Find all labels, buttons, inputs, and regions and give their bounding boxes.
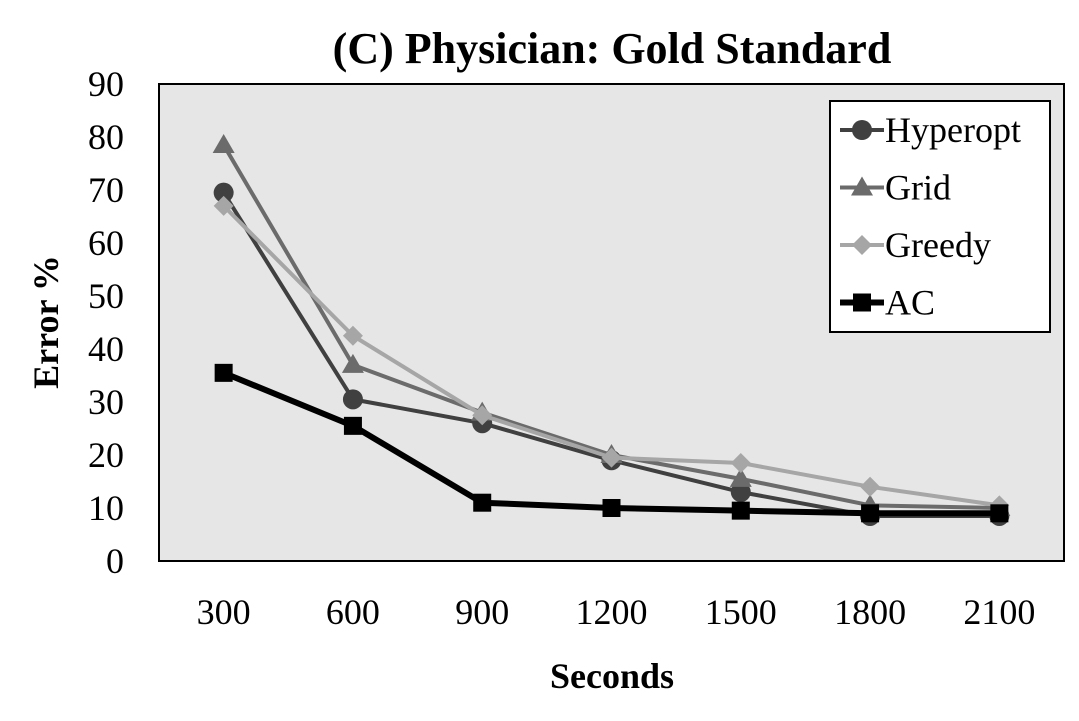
y-tick-label: 30 (88, 382, 124, 422)
x-axis-label: Seconds (550, 656, 674, 696)
x-tick-label: 600 (326, 592, 380, 632)
x-axis: 300 600 900 1200 1500 1800 2100 (197, 592, 1036, 632)
y-tick-label: 90 (88, 64, 124, 104)
data-point (214, 363, 233, 382)
y-tick-label: 50 (88, 276, 124, 316)
data-point (860, 476, 881, 497)
legend-marker (851, 176, 873, 196)
legend-marker (852, 120, 872, 140)
data-point (341, 353, 364, 373)
y-tick-label: 0 (106, 541, 124, 581)
y-tick-label: 20 (88, 435, 124, 475)
legend-marker (853, 293, 871, 312)
legend-label: Hyperopt (885, 110, 1021, 150)
legend-item: Hyperopt (840, 110, 1021, 150)
legend-label: AC (885, 283, 935, 323)
data-point (473, 493, 492, 512)
y-axis: 0 10 20 30 40 50 60 70 80 90 (88, 64, 124, 581)
data-point (990, 504, 1009, 523)
legend-item: Greedy (840, 225, 991, 265)
legend-label: Greedy (885, 225, 991, 265)
x-tick-label: 2100 (963, 592, 1035, 632)
legend-item: Grid (840, 168, 951, 208)
data-point (343, 416, 362, 435)
series-ac (214, 363, 1009, 523)
data-point (342, 389, 363, 410)
x-tick-label: 1500 (705, 592, 777, 632)
y-tick-label: 60 (88, 223, 124, 263)
y-tick-label: 10 (88, 488, 124, 528)
legend: Hyperopt Grid Greedy AC (829, 100, 1051, 333)
x-tick-label: 300 (197, 592, 251, 632)
data-point (730, 482, 751, 503)
legend-marker (852, 235, 872, 255)
data-point (729, 467, 752, 487)
y-tick-label: 80 (88, 117, 124, 157)
series-layer (212, 133, 1011, 526)
legend-label: Grid (885, 168, 951, 208)
data-point (212, 133, 235, 153)
data-point (342, 325, 363, 346)
y-tick-label: 70 (88, 170, 124, 210)
data-point (730, 452, 751, 473)
data-point (213, 195, 234, 216)
chart-title: (C) Physician: Gold Standard (333, 24, 892, 73)
data-point (601, 447, 622, 468)
x-tick-label: 900 (455, 592, 509, 632)
series-greedy (213, 195, 1010, 516)
y-axis-label: Error % (26, 255, 66, 389)
data-point (213, 182, 234, 203)
data-point (731, 501, 750, 520)
y-tick-label: 40 (88, 329, 124, 369)
data-point (861, 504, 880, 523)
x-tick-label: 1800 (834, 592, 906, 632)
x-tick-label: 1200 (576, 592, 648, 632)
data-point (602, 499, 621, 517)
legend-item: AC (840, 283, 935, 323)
data-point (472, 405, 493, 426)
